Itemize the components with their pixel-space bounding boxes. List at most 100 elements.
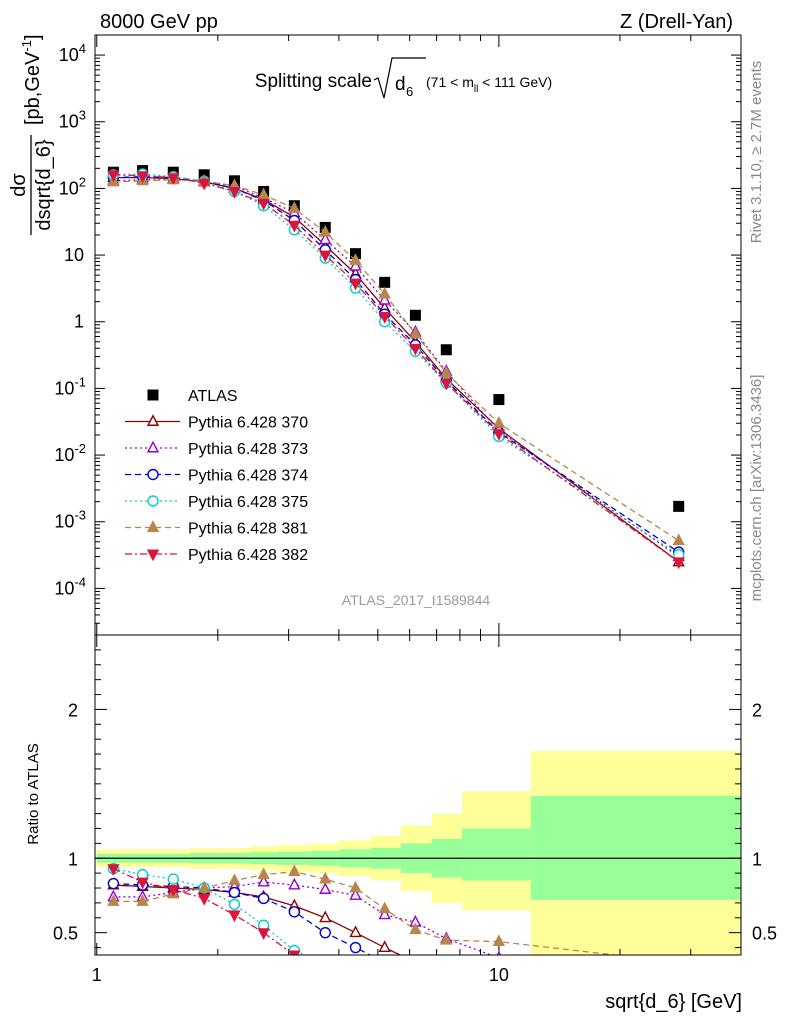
tick-exponent: -3 (74, 508, 86, 523)
ratio-point (257, 867, 270, 880)
main-point (319, 250, 332, 263)
ratio-ylabel: Ratio to ATLAS (25, 743, 42, 844)
main-point (378, 286, 391, 299)
tick-base: 10 (59, 45, 79, 65)
ratio-point (167, 885, 180, 897)
legend-entry: ATLAS (147, 388, 238, 405)
header-right: Z (Drell-Yan) (620, 11, 733, 33)
ratio-point (107, 894, 120, 906)
ratio-point (136, 877, 149, 890)
tick-base: 10 (59, 178, 79, 198)
ratio-frame (94, 634, 742, 956)
title-range-suffix: < 111 GeV) (478, 74, 552, 90)
ratio-point (320, 957, 330, 967)
tick-exponent: 4 (79, 41, 86, 56)
legend-label: Pythia 6.428 370 (188, 415, 308, 432)
ratio-point (228, 898, 241, 911)
main-title: Splitting scale d 6 (71 < mll < 111 GeV) (255, 57, 552, 99)
main-y-tick-label: 104 (59, 41, 86, 65)
main-y-tick-label: 10 (64, 245, 84, 265)
ratio-point (674, 957, 684, 967)
main-point (492, 416, 506, 428)
main-point (198, 178, 211, 191)
tick-exponent: -2 (74, 441, 86, 456)
legend-entry: Pythia 6.428 382 (125, 547, 308, 564)
ylabel-numerator: dσ (8, 173, 30, 197)
legend-marker (147, 389, 159, 401)
ratio-point (378, 901, 391, 914)
ratio-point (378, 940, 391, 953)
legend-entry: Pythia 6.428 373 (125, 440, 308, 458)
ratio-point (257, 892, 270, 905)
main-y-tick-label: 10-3 (54, 508, 86, 532)
ratio-axis: 0.5 0.5 1 1 2 2 1 10 (53, 649, 777, 985)
main-point (440, 344, 452, 356)
ratio-point (228, 886, 241, 899)
tick-base: 10 (54, 578, 74, 598)
ratio-point (349, 888, 362, 900)
main-point (136, 171, 149, 183)
ratio-point (496, 950, 502, 955)
tick-base: 10 (54, 445, 74, 465)
tick-exponent: -1 (74, 374, 86, 389)
ratio-point (409, 922, 422, 935)
main-y-tick-label: 10-1 (54, 374, 86, 398)
title-text: Splitting scale (255, 71, 372, 92)
main-point (228, 187, 241, 199)
main-point (167, 173, 180, 185)
ratio-point (167, 873, 179, 885)
main-point (349, 258, 362, 271)
ratio-y-tick-label-right: 0.5 (752, 924, 777, 944)
main-point (257, 198, 270, 211)
main-point (257, 187, 270, 200)
ratio-point (228, 910, 241, 923)
ratio-series (107, 862, 684, 967)
legend-label: Pythia 6.428 375 (188, 494, 308, 511)
main-y-tick-label: 1 (74, 312, 84, 332)
main-y-tick-label: 10-4 (54, 574, 86, 598)
rivet-label: Rivet 3.1.10, ≥ 2.7M events (748, 61, 765, 244)
mcplots-label: mcplots.cern.ch [arXiv:1306.3436] (748, 375, 765, 602)
ratio-point (288, 877, 301, 890)
main-y-tick-label: 102 (59, 174, 86, 198)
legend-label: Pythia 6.428 373 (188, 441, 308, 458)
ratio-point (319, 910, 332, 923)
legend-marker (146, 549, 160, 562)
x-tick-label: 10 (489, 965, 509, 985)
analysis-label: ATLAS_2017_I1589844 (342, 592, 491, 608)
ylabel-unit-text: [pb,GeV (22, 51, 44, 125)
tick-base: 10 (54, 378, 74, 398)
ratio-y-tick-label-right: 1 (752, 849, 762, 869)
legend-marker (146, 414, 160, 426)
main-y-tick-label: 103 (59, 108, 86, 132)
ratio-point (492, 934, 506, 947)
ratio-point (107, 877, 120, 890)
main-point (672, 557, 685, 570)
legend-marker (147, 495, 159, 507)
green-band-bin (530, 795, 741, 900)
main-point (288, 220, 301, 233)
ratio-point (198, 880, 211, 893)
ratio-point (380, 957, 390, 967)
sqrt-sign-icon (373, 57, 426, 99)
main-point (409, 326, 422, 339)
ratio-point (288, 950, 301, 955)
main-point (493, 394, 505, 406)
ratio-point (198, 893, 211, 906)
ratio-point (288, 906, 301, 918)
legend-label: Pythia 6.428 381 (188, 521, 308, 538)
xlabel: sqrt{d_6} [GeV] (605, 991, 742, 1013)
tick-base: 10 (54, 512, 74, 532)
ylabel-unit-sup: -1 (19, 40, 34, 52)
main-series (107, 165, 685, 570)
title-symbol: d (395, 74, 406, 95)
legend-label: ATLAS (188, 388, 238, 405)
legend-label: Pythia 6.428 374 (188, 468, 308, 485)
title-range: (71 < mll < 111 GeV) (426, 74, 552, 95)
ratio-y-tick-label-right: 2 (752, 700, 762, 720)
ratio-point (257, 874, 270, 887)
title-range-sub: ll (474, 84, 478, 95)
ylabel-unit-close: ] (22, 34, 44, 40)
main-point (492, 429, 506, 441)
